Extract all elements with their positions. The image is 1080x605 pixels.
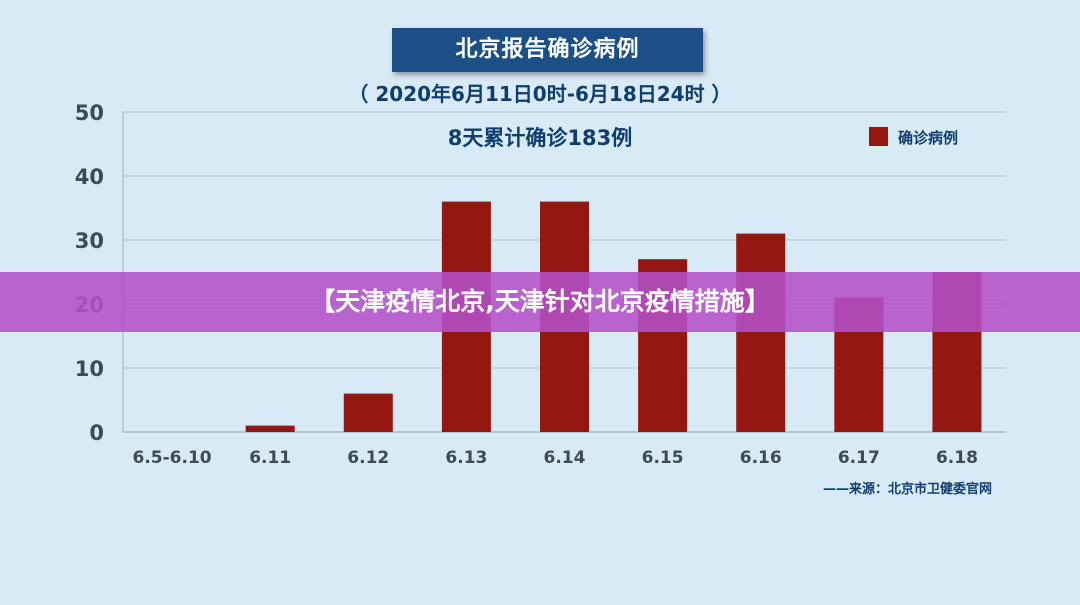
x-tick-label: 6.5-6.10: [132, 448, 211, 468]
x-tick-label: 6.14: [544, 448, 586, 468]
x-tick-label: 6.15: [642, 448, 684, 468]
x-tick-label: 6.13: [445, 448, 487, 468]
legend-swatch: [869, 127, 888, 146]
x-axis-ticks: 6.5-6.10 6.11 6.12 6.13 6.14 6.15 6.16 6.17 6.18: [132, 448, 977, 468]
x-tick-label: 6.18: [936, 448, 978, 468]
y-tick-label: 50: [75, 101, 104, 125]
y-tick-label: 30: [75, 229, 104, 253]
x-tick-label: 6.11: [249, 448, 291, 468]
x-tick-label: 6.16: [740, 448, 782, 468]
chart-title: 北京报告确诊病例: [392, 28, 703, 72]
bar-6.16: [736, 233, 786, 432]
y-tick-label: 10: [75, 357, 104, 381]
x-tick-label: 6.17: [838, 448, 880, 468]
y-tick-label: 0: [89, 421, 104, 445]
overlay-banner: 【天津疫情北京,天津针对北京疫情措施】: [0, 272, 1080, 332]
total-annotation: 8天累计确诊183例: [448, 126, 632, 150]
legend-label: 确诊病例: [898, 129, 958, 147]
bar-6.11: [245, 425, 295, 432]
source-credit: ——来源：北京市卫健委官网: [822, 482, 992, 497]
bar-6.12: [343, 393, 393, 432]
y-tick-label: 40: [75, 165, 104, 189]
x-tick-label: 6.12: [347, 448, 389, 468]
chart-subtitle: （ 2020年6月11日0时-6月18日24时 ）: [348, 82, 732, 106]
legend: 确诊病例: [869, 127, 958, 147]
